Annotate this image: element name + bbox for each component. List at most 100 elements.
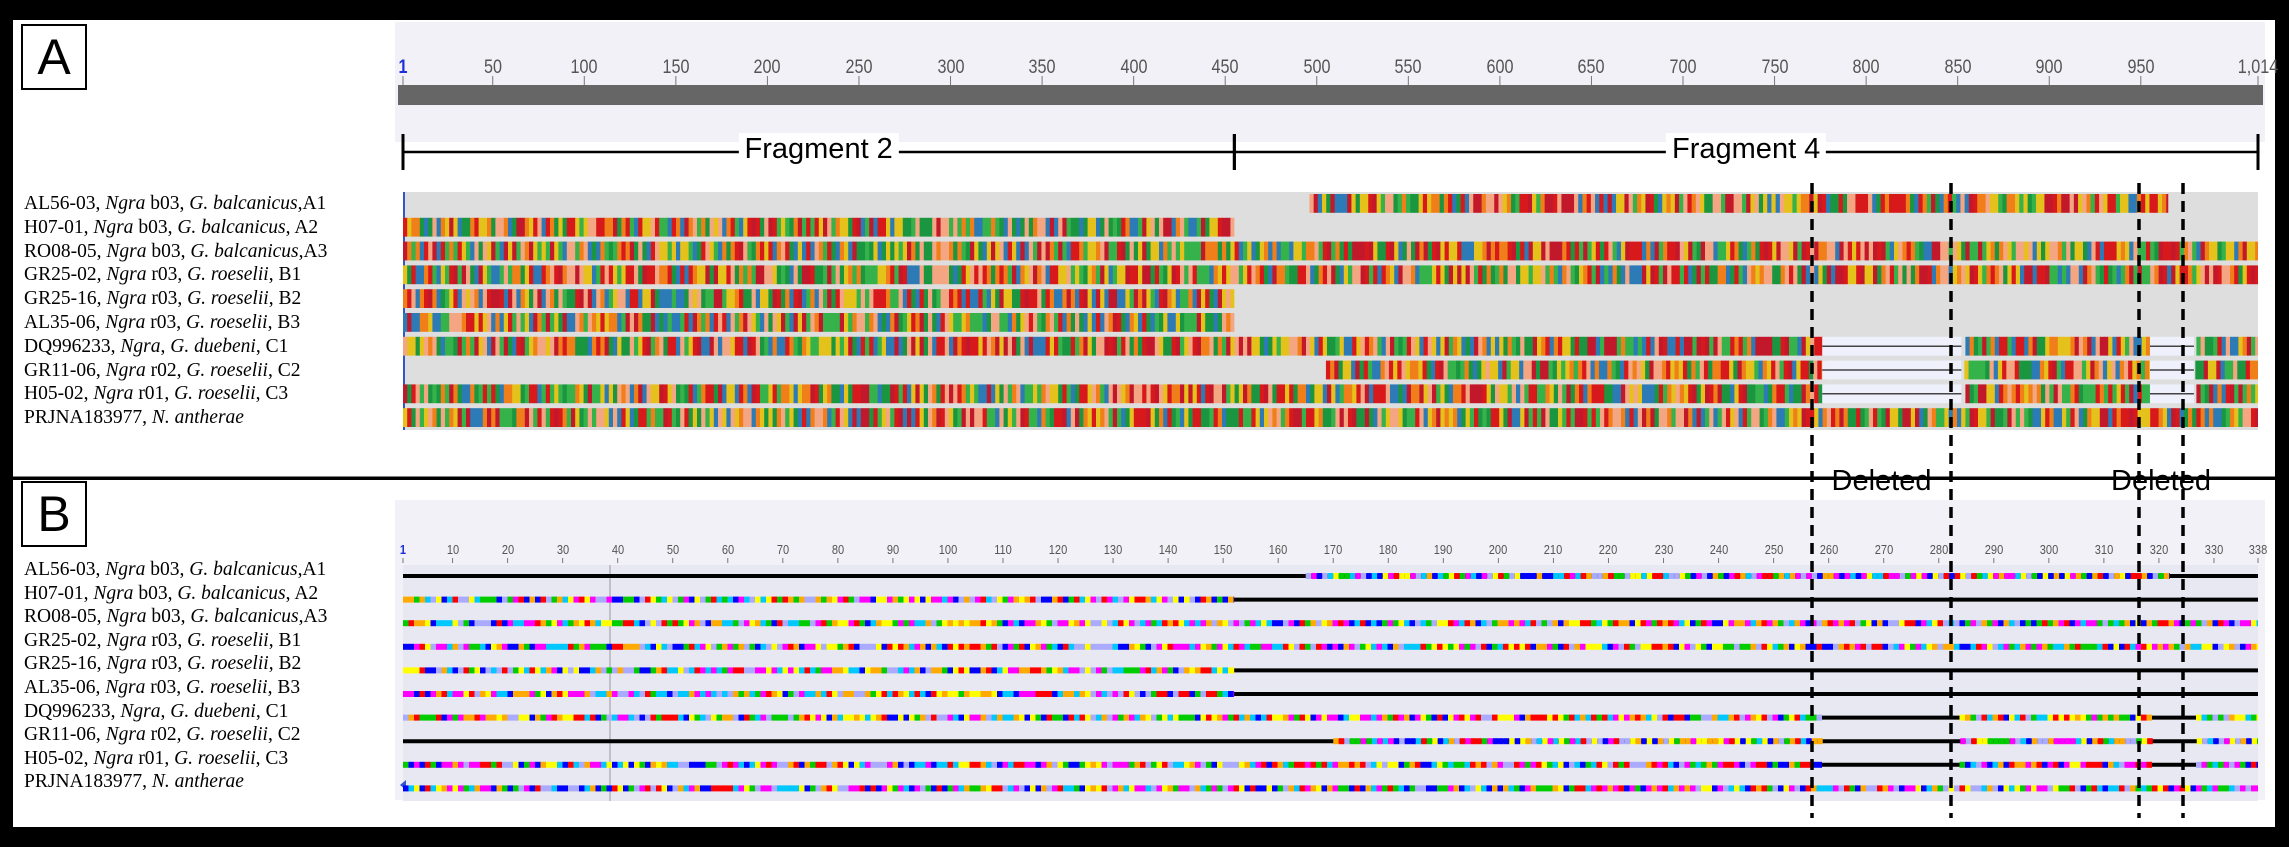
amino-acid-cell xyxy=(2163,620,2169,627)
nucleotide-cell xyxy=(629,336,635,356)
nucleotide-cell xyxy=(1535,360,1541,380)
nucleotide-cell xyxy=(1091,313,1097,332)
amino-acid-cell xyxy=(2130,738,2137,745)
nucleotide-cell xyxy=(575,336,580,356)
nucleotide-cell xyxy=(1561,360,1566,380)
nucleotide-cell xyxy=(1789,336,1794,356)
nucleotide-cell xyxy=(491,313,496,332)
nucleotide-cell xyxy=(965,217,971,237)
nucleotide-cell xyxy=(2073,194,2079,213)
nucleotide-cell xyxy=(1590,194,1596,213)
nucleotide-cell xyxy=(1490,194,1495,213)
amino-acid-cell xyxy=(1013,667,1019,674)
nucleotide-cell xyxy=(503,384,509,404)
amino-acid-cell xyxy=(529,714,535,721)
nucleotide-cell xyxy=(554,336,559,356)
amino-acid-cell xyxy=(1486,643,1492,650)
amino-acid-cell xyxy=(865,643,871,650)
nucleotide-cell xyxy=(1969,384,1975,404)
nucleotide-cell xyxy=(1360,384,1366,404)
nucleotide-cell xyxy=(1616,194,1621,213)
amino-acid-cell xyxy=(771,596,777,603)
nucleotide-cell xyxy=(1700,265,1706,285)
nucleotide-cell xyxy=(1868,265,1874,285)
amino-acid-cell xyxy=(1228,667,1234,674)
amino-acid-cell xyxy=(1982,738,1988,745)
amino-acid-cell xyxy=(1629,714,1635,721)
nucleotide-cell xyxy=(1982,265,1987,285)
nucleotide-cell xyxy=(1738,408,1744,427)
nucleotide-cell xyxy=(1658,408,1664,427)
amino-acid-cell xyxy=(1619,738,1625,745)
amino-acid-cell xyxy=(2075,620,2081,627)
amino-acid-cell xyxy=(2196,620,2202,627)
amino-acid-cell xyxy=(678,620,684,627)
nucleotide-cell xyxy=(1222,241,1227,261)
nucleotide-cell xyxy=(1616,336,1622,356)
amino-acid-cell xyxy=(2059,738,2065,745)
amino-acid-cell xyxy=(474,691,480,697)
nucleotide-cell xyxy=(1621,336,1626,356)
nucleotide-cell xyxy=(1331,265,1336,285)
nucleotide-cell xyxy=(743,336,748,356)
amino-acid-cell xyxy=(1288,714,1294,721)
nucleotide-cell xyxy=(1834,194,1840,213)
nucleotide-cell xyxy=(2154,265,2160,285)
nucleotide-cell xyxy=(1306,336,1311,356)
nucleotide-cell xyxy=(827,289,832,308)
amino-acid-cell xyxy=(1453,643,1459,650)
amino-acid-cell xyxy=(1569,738,1576,745)
nucleotide-cell xyxy=(2255,384,2258,404)
amino-acid-cell xyxy=(645,691,651,697)
amino-acid-cell xyxy=(782,620,788,627)
nucleotide-cell xyxy=(1317,194,1323,213)
nucleotide-cell xyxy=(1201,408,1206,427)
amino-acid-cell xyxy=(441,596,447,603)
amino-acid-cell xyxy=(1850,573,1856,579)
amino-acid-cell xyxy=(408,667,414,674)
nucleotide-cell xyxy=(520,241,526,261)
nucleotide-cell xyxy=(491,241,496,261)
nucleotide-cell xyxy=(697,289,702,308)
nucleotide-cell xyxy=(2175,265,2181,285)
nucleotide-cell xyxy=(411,408,417,427)
nucleotide-cell xyxy=(1507,265,1513,285)
nucleotide-cell xyxy=(1255,408,1261,427)
nucleotide-cell xyxy=(1079,241,1084,261)
nucleotide-cell xyxy=(474,336,480,356)
nucleotide-cell xyxy=(1150,217,1156,237)
amino-acid-cell xyxy=(430,691,436,697)
nucleotide-cell xyxy=(1289,336,1294,356)
nucleotide-cell xyxy=(579,289,585,308)
amino-acid-cell xyxy=(1310,643,1316,650)
nucleotide-cell xyxy=(1549,265,1555,285)
nucleotide-cell xyxy=(1045,241,1051,261)
nucleotide-cell xyxy=(457,241,463,261)
amino-acid-cell xyxy=(1008,714,1014,721)
amino-acid-cell xyxy=(650,643,656,650)
nucleotide-cell xyxy=(1104,336,1110,356)
amino-acid-cell xyxy=(2037,738,2043,745)
nucleotide-cell xyxy=(1536,194,1541,213)
nucleotide-cell xyxy=(1100,289,1105,308)
nucleotide-cell xyxy=(608,241,614,261)
amino-acid-cell xyxy=(1536,738,1543,745)
nucleotide-cell xyxy=(781,289,786,308)
nucleotide-cell xyxy=(1133,408,1139,427)
nucleotide-cell xyxy=(1376,194,1382,213)
nucleotide-cell xyxy=(1939,194,1945,213)
nucleotide-cell xyxy=(2246,408,2252,427)
nucleotide-cell xyxy=(638,384,643,404)
nucleotide-cell xyxy=(1070,289,1076,308)
nucleotide-cell xyxy=(827,384,832,404)
amino-acid-cell xyxy=(1090,596,1096,603)
nucleotide-cell xyxy=(1280,265,1286,285)
amino-acid-cell xyxy=(1046,596,1052,603)
amino-acid-cell xyxy=(1542,573,1548,579)
nucleotide-cell xyxy=(1066,217,1072,237)
nucleotide-cell xyxy=(743,265,748,285)
nucleotide-cell xyxy=(1469,241,1475,261)
nucleotide-cell xyxy=(1763,241,1769,261)
nucleotide-cell xyxy=(1730,265,1735,285)
amino-acid-cell xyxy=(1806,738,1812,745)
